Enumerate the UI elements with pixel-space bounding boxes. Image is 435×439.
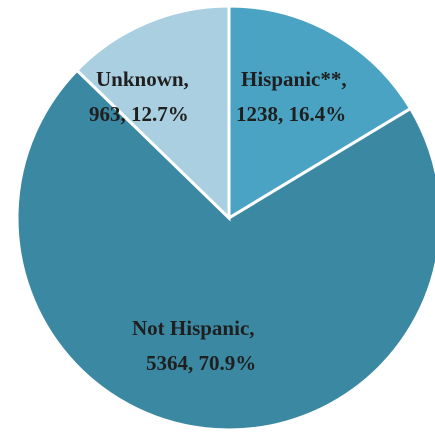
pie-slice-1 <box>15 68 435 432</box>
unknown-label-line2: 963, 12.7% <box>89 102 189 126</box>
not-hispanic-label-line2: 5364, 70.9% <box>146 351 256 375</box>
hispanic-label-line2: 1238, 16.4% <box>236 102 346 126</box>
pie-slice-2 <box>74 4 231 222</box>
unknown-label-line1: Unknown, <box>96 67 189 91</box>
hispanic-label-line1: Hispanic**, <box>241 67 347 91</box>
not-hispanic-label-line1: Not Hispanic, <box>132 316 255 340</box>
pie-slice-0 <box>227 4 413 221</box>
slice-group <box>15 4 435 432</box>
